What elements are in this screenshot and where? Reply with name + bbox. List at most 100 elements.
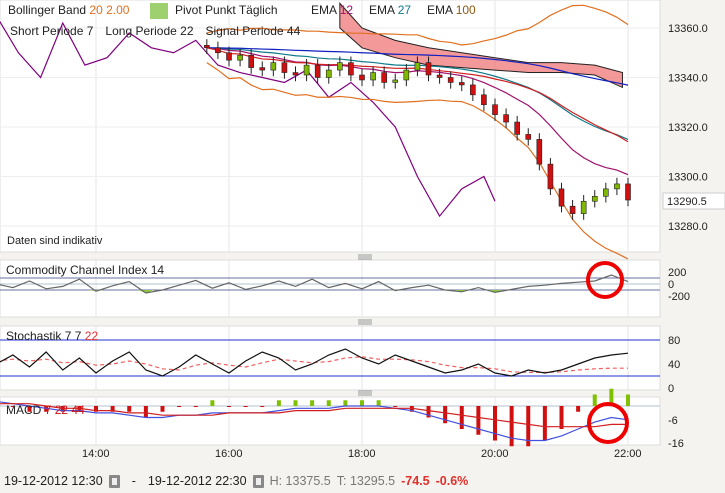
macd-histogram-bar <box>592 394 597 406</box>
indicative-note: Daten sind indikativ <box>7 235 103 247</box>
macd-histogram-bar <box>493 406 497 441</box>
macd-tick-label: -6 <box>668 415 678 427</box>
candle-body <box>614 183 620 190</box>
stoch-tick-label: 80 <box>668 335 680 347</box>
macd-histogram-bar <box>426 406 431 418</box>
candle-body <box>536 139 543 165</box>
legend-ema-100: EMA 100 <box>427 3 476 17</box>
candle-body <box>458 82 465 86</box>
time-tick-label: 16:00 <box>215 448 243 460</box>
date-separator: - <box>131 474 136 488</box>
macd-histogram-bar <box>10 406 15 407</box>
stoch-k-line <box>0 348 629 377</box>
price-tick-label: 13320.0 <box>668 122 708 134</box>
macd-histogram-bar <box>177 406 182 407</box>
macd-histogram-bar <box>143 406 148 418</box>
macd-title: MACD 7 22 44 <box>6 403 85 417</box>
cci-panel <box>0 259 661 318</box>
candle-body <box>403 69 410 81</box>
macd-histogram-bar <box>27 406 32 412</box>
candle-body <box>237 54 243 61</box>
stoch-title: Stochastik 7 7 22 <box>6 329 98 343</box>
candle-body <box>248 54 254 68</box>
price-tick-label: 13280.0 <box>668 221 708 233</box>
footer-bar: 19-12-2012 12:30 - 19-12-2012 22:30 H: 1… <box>4 474 468 488</box>
macd-line <box>0 401 629 442</box>
candle-body <box>569 205 576 214</box>
macd-histogram-bar <box>459 406 464 429</box>
cci-line <box>0 274 629 294</box>
macd-histogram-bar <box>609 388 614 406</box>
candle-body <box>359 74 365 81</box>
stoch-panel <box>0 325 661 391</box>
legend-bollinger: Bollinger Band 20 2.00 <box>8 3 130 17</box>
macd-histogram-bar <box>293 400 298 406</box>
calendar-to-icon[interactable] <box>252 474 264 488</box>
candle-body <box>281 62 288 73</box>
stoch-tick-label: 0 <box>668 383 674 395</box>
candle-body <box>525 134 532 140</box>
calendar-from-icon[interactable] <box>108 474 120 488</box>
macd-histogram-bar <box>127 406 132 412</box>
current-price: 13290.5 <box>667 196 707 208</box>
candle-body <box>447 77 454 83</box>
macd-histogram-bar <box>526 406 531 447</box>
candle-body <box>425 62 432 76</box>
candle-body <box>370 72 376 81</box>
candle-body <box>314 64 321 78</box>
candle-body <box>204 45 210 49</box>
time-tick-label: 18:00 <box>348 448 376 460</box>
macd-histogram-bar <box>343 400 348 406</box>
bollinger-upper <box>206 4 629 46</box>
macd-histogram-bar <box>576 406 581 412</box>
legend-ema-27: EMA 27 <box>369 3 411 17</box>
candle-body <box>215 47 221 54</box>
macd-histogram-bar <box>360 400 364 406</box>
candle-body <box>348 62 354 76</box>
candle-body <box>580 200 587 214</box>
macd-tick-label: -16 <box>668 438 684 450</box>
macd-histogram-bar <box>110 406 115 412</box>
candle-body <box>392 79 399 83</box>
stoch-tick-label: 40 <box>668 359 680 371</box>
macd-histogram-bar <box>94 406 98 412</box>
macd-histogram-bar <box>559 406 564 429</box>
low-value: T: 13295.5 <box>336 474 396 488</box>
candle-body <box>414 62 421 71</box>
candle-body <box>226 52 232 61</box>
date-to[interactable]: 19-12-2012 22:30 <box>147 474 247 488</box>
candle-body <box>514 121 520 135</box>
macd-histogram-bar <box>276 400 281 406</box>
candle-body <box>503 114 509 123</box>
high-value: H: 13375.5 <box>269 474 331 488</box>
current-price-box <box>662 192 725 210</box>
candle-body <box>292 72 299 76</box>
macd-histogram-bar <box>227 406 231 407</box>
candle-body <box>547 163 554 190</box>
macd-histogram-bar <box>260 406 265 407</box>
candle-body <box>337 62 343 71</box>
candle-body <box>492 104 498 115</box>
highlight-circle-cci <box>586 261 624 299</box>
macd-histogram-bar <box>210 400 215 406</box>
macd-histogram-bar <box>310 400 315 406</box>
legend-macd-periods: Short Periode 7 Long Periode 22 Signal Per… <box>10 24 301 38</box>
legend-pivot: Pivot Punkt Täglich <box>175 3 278 17</box>
bollinger-lower <box>206 62 629 260</box>
main-panel <box>0 0 661 253</box>
time-tick-label: 14:00 <box>82 448 110 460</box>
change-value: -74.5 <box>401 474 430 488</box>
macd-histogram-bar <box>160 406 165 412</box>
macd-histogram-bar <box>326 400 331 406</box>
macd-histogram-bar <box>542 406 547 441</box>
lagging-line <box>0 20 496 218</box>
highlight-circle-macd <box>587 402 629 444</box>
date-from[interactable]: 19-12-2012 12:30 <box>4 474 103 488</box>
candle-body <box>303 64 310 76</box>
cci-oversold-fill <box>487 290 503 293</box>
legend-ema-12: EMA 12 <box>311 3 353 17</box>
cci-tick-label: -200 <box>668 291 690 303</box>
candle-body <box>625 183 631 201</box>
ema-100-line <box>206 47 629 86</box>
